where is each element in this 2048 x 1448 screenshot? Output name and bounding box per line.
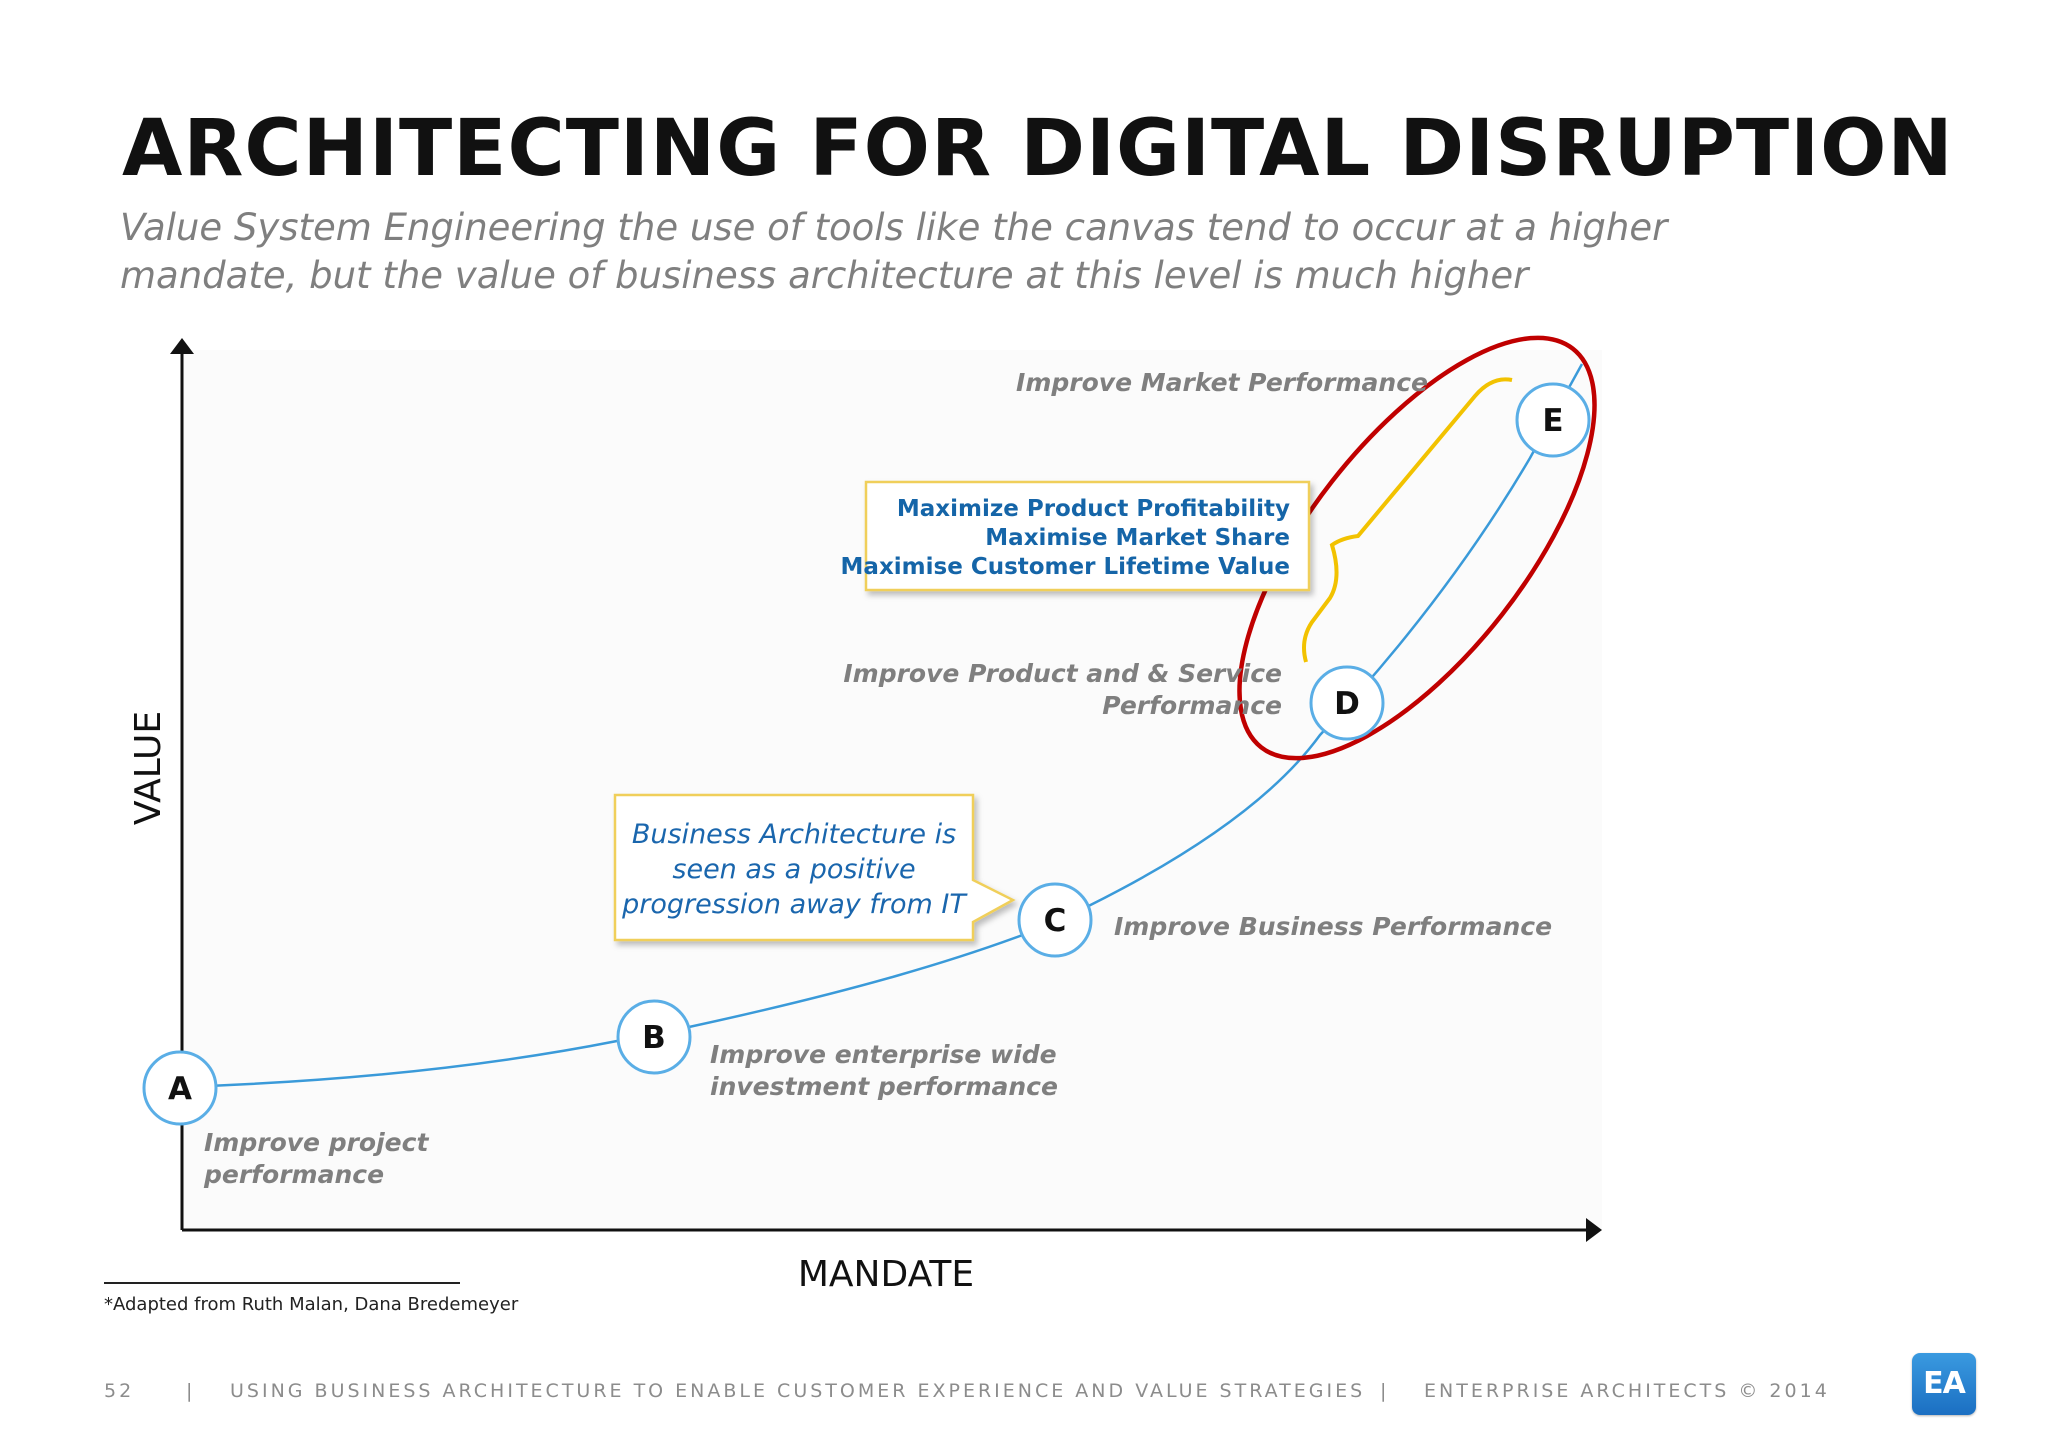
x-axis-arrow [1586,1218,1602,1242]
footer-separator-2: | [1380,1380,1390,1402]
node-a-letter: A [168,1071,192,1107]
node-b-circle [616,999,692,1075]
subtitle-line-2: mandate, but the value of business archi… [120,254,1529,297]
y-axis-label: VALUE [128,711,169,825]
objective-product-profitability: Maximize Product Profitability [897,496,1290,522]
node-b-label-line-2: investment performance [710,1072,1058,1101]
node-e: E [1515,382,1591,458]
curly-brace-d-to-e [1302,377,1513,663]
slide-footer: 52 | USING BUSINESS ARCHITECTURE TO ENABLE… [104,1380,1830,1402]
node-b-letter: B [642,1020,666,1056]
callout-frame [613,793,1016,942]
node-a-circle [142,1050,218,1126]
x-axis-label: MANDATE [798,1254,974,1295]
node-c: C [1017,882,1093,958]
course-title: USING BUSINESS ARCHITECTURE TO ENABLE CU… [230,1380,1366,1402]
objectives-box-frame [864,480,1311,592]
footer-separator-1: | [186,1380,196,1402]
slide-subtitle: Value System Engineering the use of tool… [120,204,1668,300]
node-a-label-line-2: performance [203,1160,384,1189]
highlight-ellipse [1237,335,1597,761]
node-e-circle [1515,382,1591,458]
callout-bubble: Business Architecture is seen as a posit… [613,793,1016,942]
copyright: ENTERPRISE ARCHITECTS © 2014 [1424,1380,1830,1402]
node-d-letter: D [1334,686,1360,722]
node-d-label-line-1: Improve Product and & Service [843,659,1282,688]
node-d: D [1309,665,1385,741]
objectives-box: Maximize Product Profitability Maximise … [841,480,1311,592]
node-c-letter: C [1044,903,1067,939]
node-e-letter: E [1542,403,1563,439]
node-c-label: Improve Business Performance [1114,912,1552,941]
objective-customer-lifetime-value: Maximise Customer Lifetime Value [841,554,1290,580]
callout-line-1: Business Architecture is [632,819,956,850]
objective-market-share: Maximise Market Share [985,525,1290,551]
node-a-label-line-1: Improve project [204,1128,429,1157]
page-number: 52 [104,1380,135,1402]
footnote-divider [104,1282,460,1284]
slide-title: ARCHITECTING FOR DIGITAL DISRUPTION [122,104,1954,194]
footnote: *Adapted from Ruth Malan, Dana Bredemeye… [104,1294,519,1315]
ea-logo: EA [1912,1353,1976,1415]
node-b: B [616,999,692,1075]
callout-line-3: progression away from IT [621,889,968,920]
subtitle-line-1: Value System Engineering the use of tool… [120,206,1668,249]
node-a: A [142,1050,218,1126]
node-d-label-line-2: Performance [1102,691,1282,720]
node-d-circle [1309,665,1385,741]
node-c-circle [1017,882,1093,958]
node-e-label: Improve Market Performance [1016,368,1428,397]
node-b-label-line-1: Improve enterprise wide [710,1040,1057,1069]
y-axis-arrow [170,338,194,354]
callout-line-2: seen as a positive [672,854,915,885]
